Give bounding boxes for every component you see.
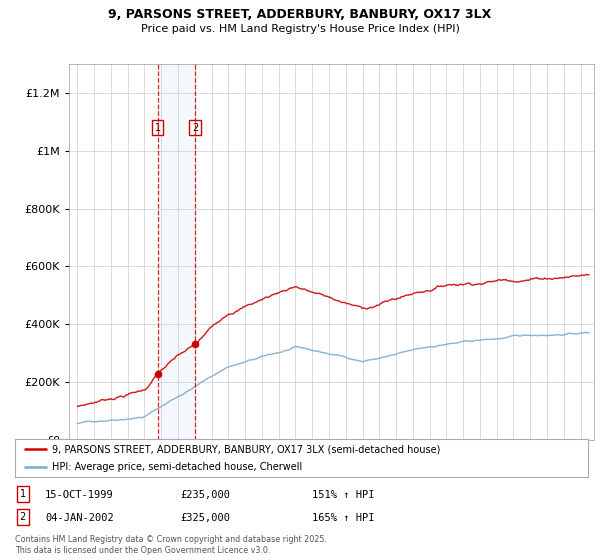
Text: Price paid vs. HM Land Registry's House Price Index (HPI): Price paid vs. HM Land Registry's House … — [140, 24, 460, 34]
Text: HPI: Average price, semi-detached house, Cherwell: HPI: Average price, semi-detached house,… — [52, 462, 302, 472]
Text: 1: 1 — [155, 123, 161, 133]
Text: 15-OCT-1999: 15-OCT-1999 — [45, 490, 114, 500]
Text: 04-JAN-2002: 04-JAN-2002 — [45, 513, 114, 523]
Text: 2: 2 — [20, 512, 26, 522]
Text: 151% ↑ HPI: 151% ↑ HPI — [312, 490, 374, 500]
Text: £325,000: £325,000 — [180, 513, 230, 523]
Text: 9, PARSONS STREET, ADDERBURY, BANBURY, OX17 3LX (semi-detached house): 9, PARSONS STREET, ADDERBURY, BANBURY, O… — [52, 444, 440, 454]
Text: 1: 1 — [20, 489, 26, 499]
Text: 9, PARSONS STREET, ADDERBURY, BANBURY, OX17 3LX: 9, PARSONS STREET, ADDERBURY, BANBURY, O… — [109, 8, 491, 21]
Text: 2: 2 — [192, 123, 198, 133]
Bar — [158, 64, 195, 440]
Text: 165% ↑ HPI: 165% ↑ HPI — [312, 513, 374, 523]
Text: £235,000: £235,000 — [180, 490, 230, 500]
Text: Contains HM Land Registry data © Crown copyright and database right 2025.
This d: Contains HM Land Registry data © Crown c… — [15, 535, 327, 555]
